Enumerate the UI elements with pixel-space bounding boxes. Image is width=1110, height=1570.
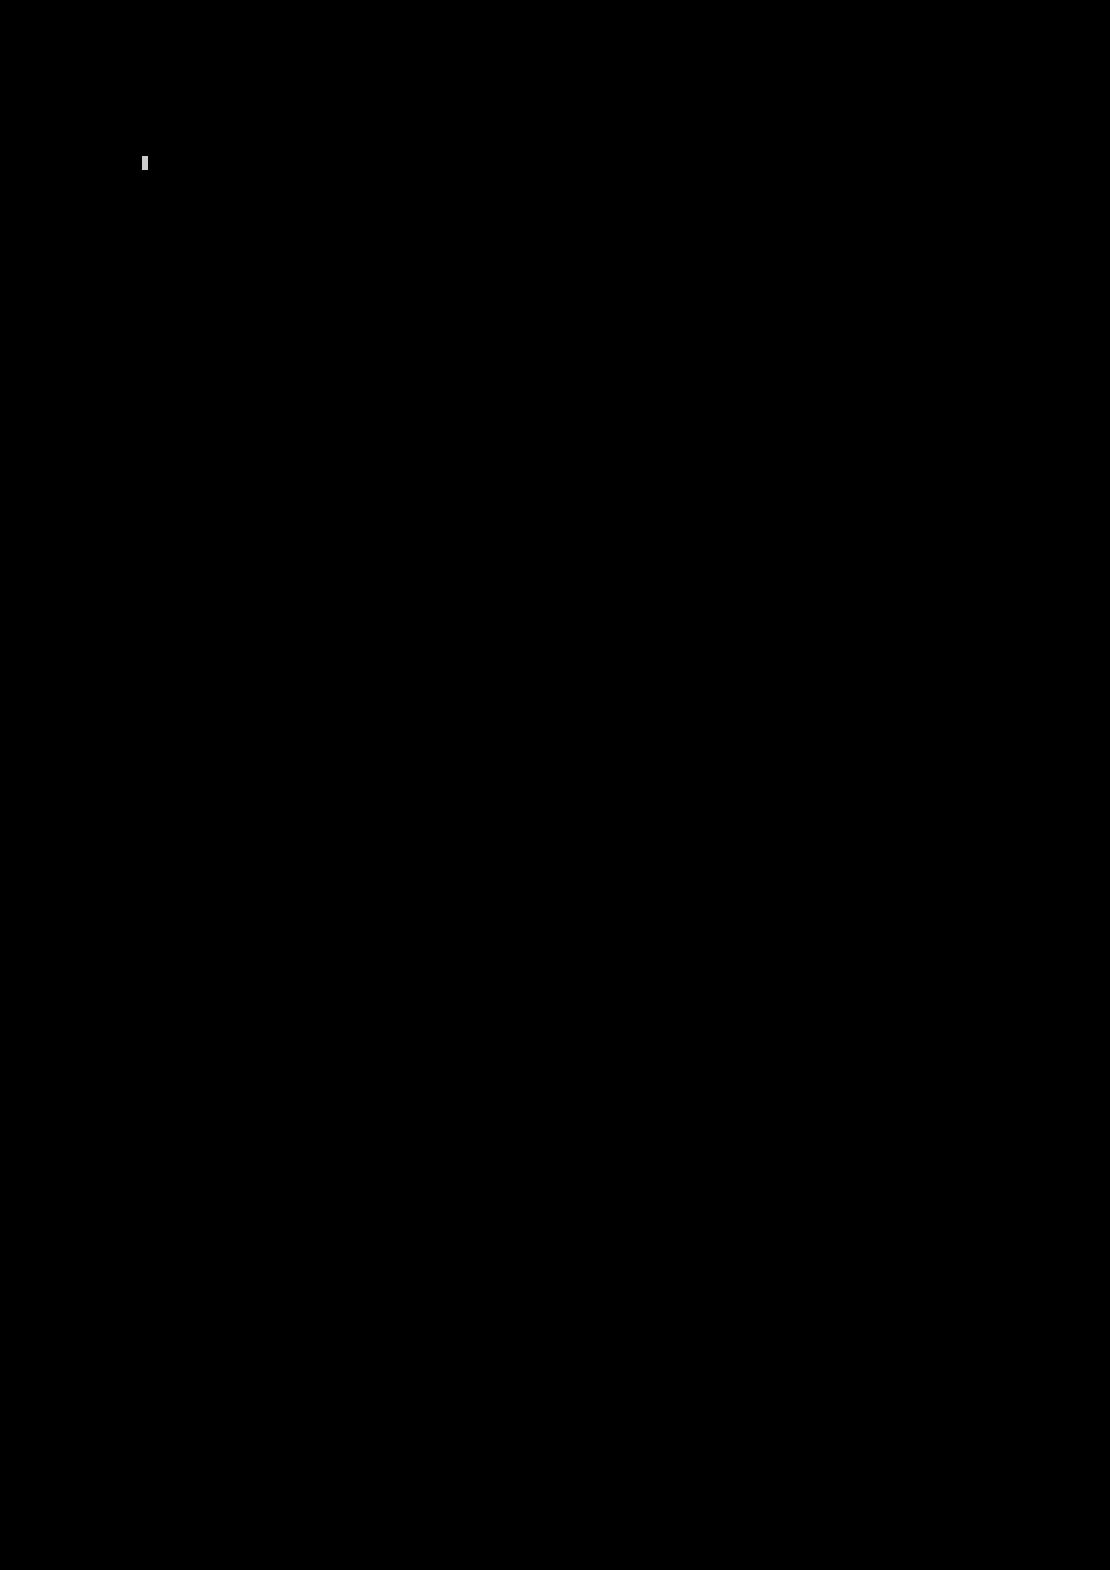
page-title <box>0 0 1110 58</box>
tempo-marking <box>142 156 152 171</box>
